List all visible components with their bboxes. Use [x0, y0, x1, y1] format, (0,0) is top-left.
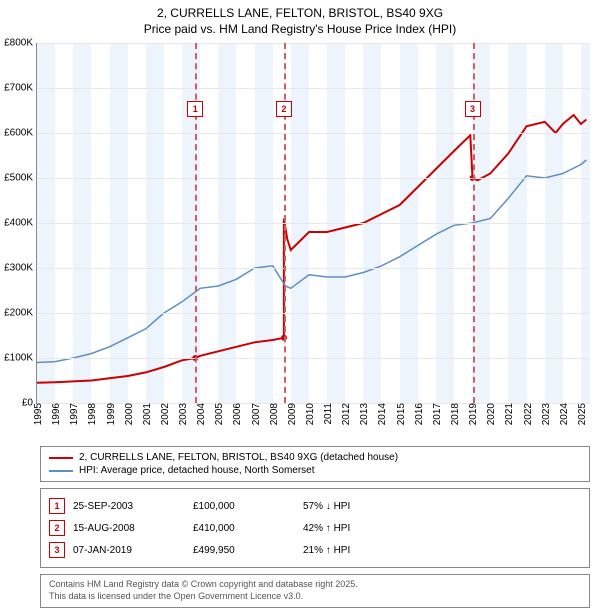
gridline-h	[37, 268, 590, 269]
x-tick-label: 2006	[232, 403, 243, 425]
legend-item: HPI: Average price, detached house, Nort…	[49, 464, 581, 477]
plot-area: £0£100K£200K£300K£400K£500K£600K£700K£80…	[36, 43, 590, 404]
legend-swatch	[49, 470, 73, 472]
legend-item: 2, CURRELLS LANE, FELTON, BRISTOL, BS40 …	[49, 451, 581, 464]
footer-line-2: This data is licensed under the Open Gov…	[49, 591, 581, 603]
sale-price: £100,000	[193, 501, 303, 512]
title-line-1: 2, CURRELLS LANE, FELTON, BRISTOL, BS40 …	[10, 6, 590, 22]
x-tick-label: 2022	[523, 403, 534, 425]
sales-table: 1 25-SEP-2003£100,00057% ↓ HPI 2 15-AUG-200…	[40, 488, 590, 568]
x-tick-label: 1995	[33, 403, 44, 425]
x-tick-label: 2019	[468, 403, 479, 425]
gridline-h	[37, 178, 590, 179]
title-line-2: Price paid vs. HM Land Registry's House …	[10, 22, 590, 38]
legend-swatch	[49, 457, 73, 459]
sale-marker-box: 2	[276, 101, 292, 117]
sale-delta: 21% ↑ HPI	[303, 545, 423, 556]
gridline-h	[37, 313, 590, 314]
sale-number: 3	[49, 542, 65, 558]
x-tick-label: 2001	[142, 403, 153, 425]
x-tick-label: 2014	[377, 403, 388, 425]
x-tick-label: 2021	[504, 403, 515, 425]
y-tick-label: £600K	[4, 128, 33, 139]
footer-line-1: Contains HM Land Registry data © Crown c…	[49, 579, 581, 591]
sale-delta: 42% ↑ HPI	[303, 523, 423, 534]
x-tick-label: 2020	[486, 403, 497, 425]
legend-label: HPI: Average price, detached house, Nort…	[79, 465, 315, 476]
x-tick-label: 2025	[577, 403, 588, 425]
x-tick-label: 2016	[414, 403, 425, 425]
x-tick-label: 2010	[305, 403, 316, 425]
y-tick-label: £700K	[4, 83, 33, 94]
sale-date: 07-JAN-2019	[73, 545, 193, 556]
sale-number: 1	[49, 498, 65, 514]
sale-row: 3 07-JAN-2019£499,95021% ↑ HPI	[49, 539, 581, 561]
sale-marker-line	[284, 43, 286, 403]
x-tick-label: 2024	[559, 403, 570, 425]
sale-marker-line	[195, 43, 197, 403]
x-tick-label: 1997	[69, 403, 80, 425]
y-tick-label: £800K	[4, 38, 33, 49]
sale-row: 2 15-AUG-2008£410,00042% ↑ HPI	[49, 517, 581, 539]
chart-title: 2, CURRELLS LANE, FELTON, BRISTOL, BS40 …	[0, 0, 600, 39]
legend-label: 2, CURRELLS LANE, FELTON, BRISTOL, BS40 …	[79, 452, 398, 463]
sale-price: £410,000	[193, 523, 303, 534]
gridline-h	[37, 133, 590, 134]
x-tick-label: 2007	[251, 403, 262, 425]
x-tick-label: 2008	[269, 403, 280, 425]
y-tick-label: £400K	[4, 218, 33, 229]
gridline-h	[37, 88, 590, 89]
sale-marker-box: 1	[187, 101, 203, 117]
sale-marker-line	[473, 43, 475, 403]
x-tick-label: 2003	[178, 403, 189, 425]
sale-date: 25-SEP-2003	[73, 501, 193, 512]
y-tick-label: £100K	[4, 353, 33, 364]
chart-container: 2, CURRELLS LANE, FELTON, BRISTOL, BS40 …	[0, 0, 600, 590]
sale-marker-box: 3	[465, 101, 481, 117]
sale-date: 15-AUG-2008	[73, 523, 193, 534]
series-hpi	[37, 160, 586, 363]
attribution-footer: Contains HM Land Registry data © Crown c…	[40, 574, 590, 607]
sale-row: 1 25-SEP-2003£100,00057% ↓ HPI	[49, 495, 581, 517]
x-tick-label: 2011	[323, 403, 334, 425]
x-tick-label: 1998	[87, 403, 98, 425]
x-tick-label: 2012	[341, 403, 352, 425]
x-tick-label: 2000	[124, 403, 135, 425]
sale-delta: 57% ↓ HPI	[303, 501, 423, 512]
x-tick-label: 1999	[106, 403, 117, 425]
x-tick-label: 2017	[432, 403, 443, 425]
gridline-h	[37, 358, 590, 359]
x-tick-label: 2004	[196, 403, 207, 425]
x-tick-label: 2015	[396, 403, 407, 425]
sale-price: £499,950	[193, 545, 303, 556]
gridline-h	[37, 43, 590, 44]
x-tick-label: 2009	[287, 403, 298, 425]
gridline-h	[37, 223, 590, 224]
sale-number: 2	[49, 520, 65, 536]
x-tick-label: 2018	[450, 403, 461, 425]
y-tick-label: £0	[22, 398, 33, 409]
y-tick-label: £300K	[4, 263, 33, 274]
x-tick-label: 1996	[51, 403, 62, 425]
x-tick-label: 2013	[359, 403, 370, 425]
legend: 2, CURRELLS LANE, FELTON, BRISTOL, BS40 …	[40, 446, 590, 482]
x-tick-label: 2002	[160, 403, 171, 425]
x-tick-label: 2005	[214, 403, 225, 425]
y-tick-label: £200K	[4, 308, 33, 319]
x-tick-label: 2023	[541, 403, 552, 425]
y-tick-label: £500K	[4, 173, 33, 184]
